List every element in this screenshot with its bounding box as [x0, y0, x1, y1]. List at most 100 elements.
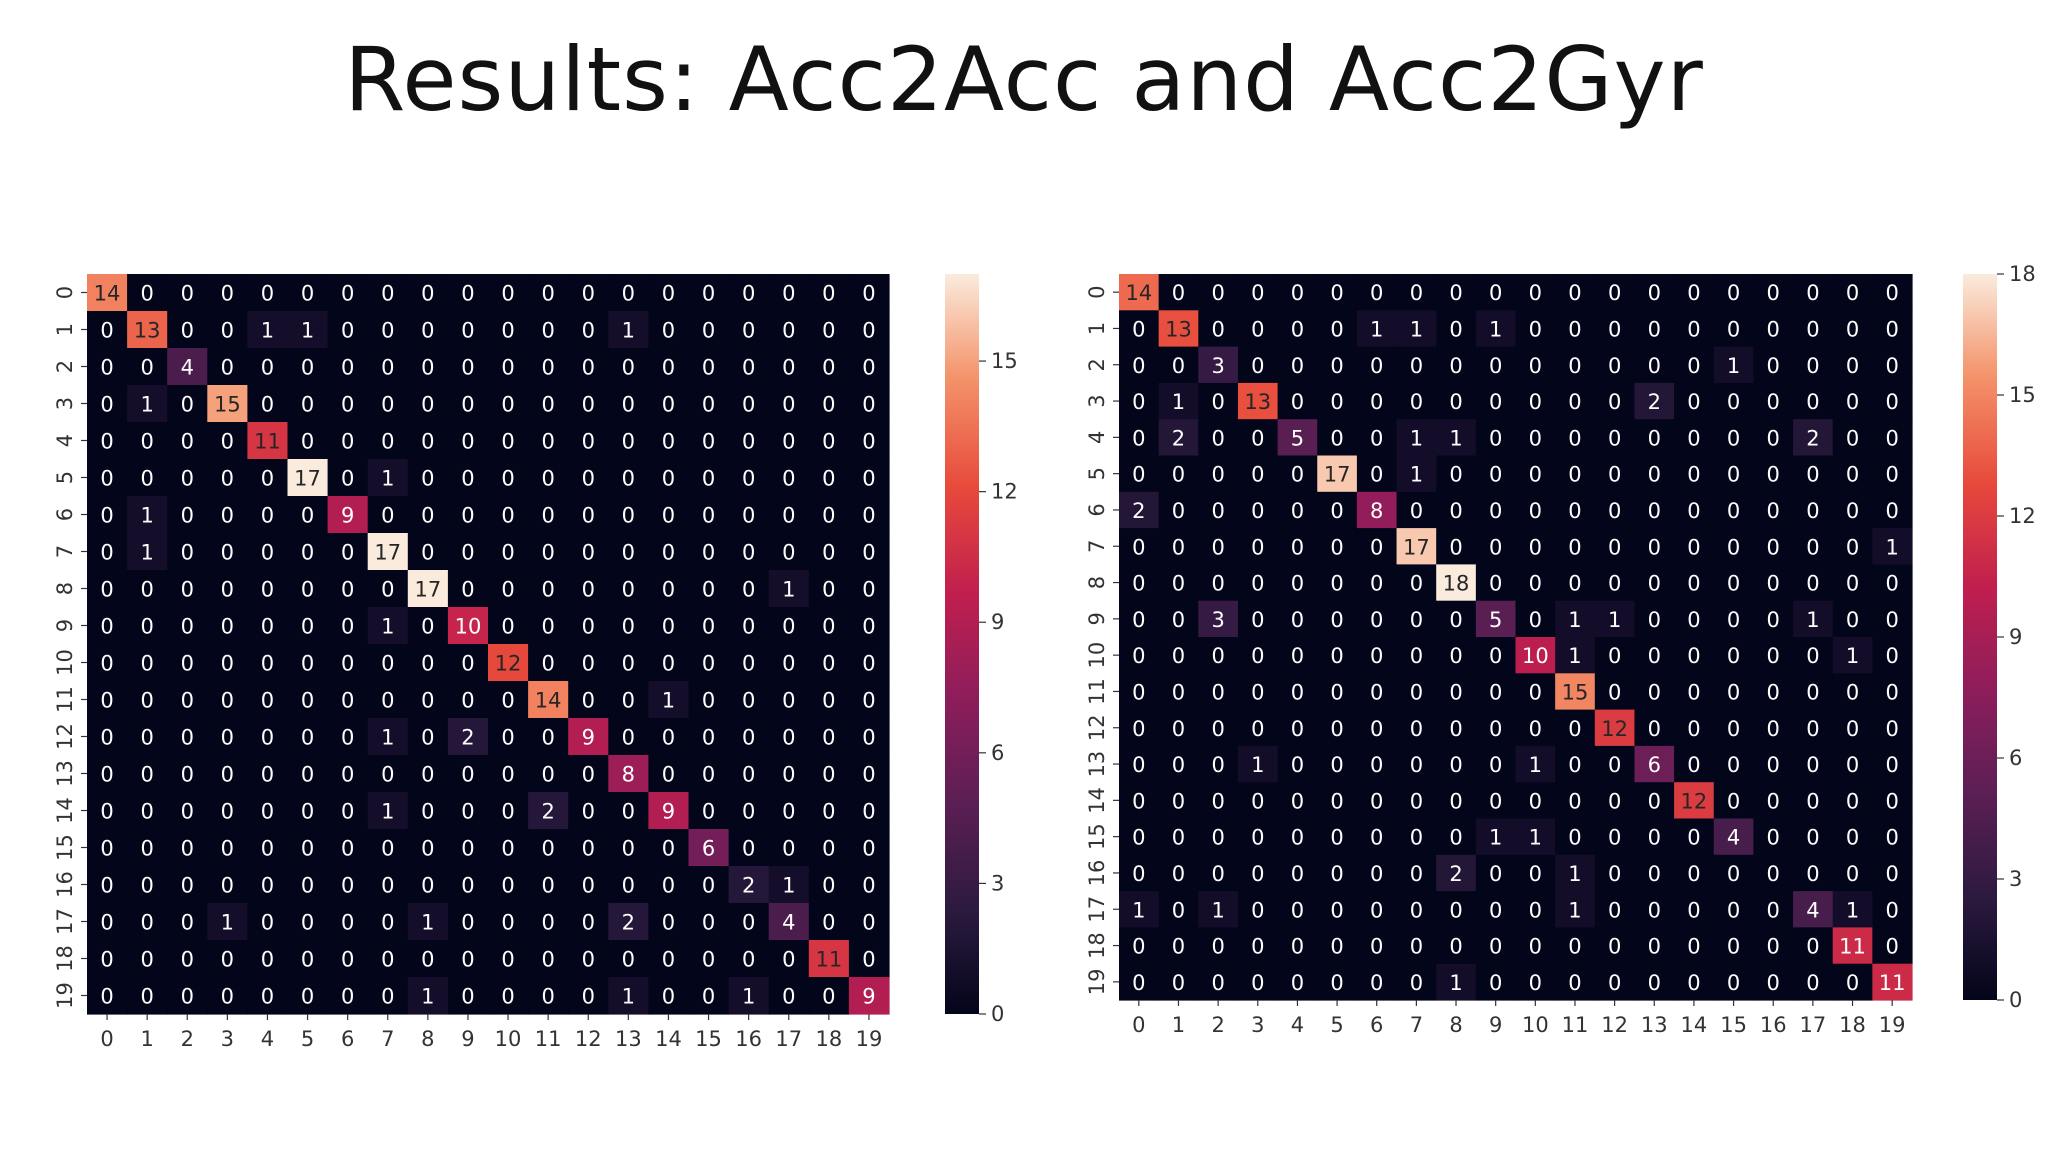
heatmap-cell [207, 792, 248, 830]
heatmap-cell [247, 681, 289, 719]
x-tick-label: 2 [181, 1027, 194, 1051]
heatmap-cell-label: 0 [702, 652, 715, 676]
heatmap-cell-label: 0 [622, 652, 635, 676]
heatmap-cell-label: 0 [1529, 390, 1542, 414]
heatmap-cell-label: 0 [501, 874, 514, 898]
heatmap-cell [768, 681, 810, 719]
heatmap-cell [1198, 818, 1239, 856]
heatmap-cell-label: 0 [1846, 499, 1859, 523]
heatmap-cell [1594, 745, 1636, 783]
heatmap-cell-label: 0 [782, 800, 795, 824]
heatmap-cell [528, 311, 569, 349]
heatmap-cell [1872, 528, 1913, 565]
heatmap-cell [207, 533, 248, 571]
heatmap-cell-label: 0 [1211, 426, 1224, 450]
x-tick-label: 4 [1291, 1013, 1304, 1037]
heatmap-cell-label: 0 [1172, 644, 1185, 668]
heatmap-cell-label: 0 [1410, 499, 1423, 523]
heatmap-cell-label: 0 [1846, 789, 1859, 813]
heatmap-cell-label: 0 [501, 615, 514, 639]
heatmap-cell [1634, 600, 1675, 638]
heatmap-cell-label: 0 [221, 689, 234, 713]
heatmap-cell [327, 348, 369, 386]
heatmap-cell [848, 681, 890, 719]
heatmap-cell-label: 0 [501, 430, 514, 454]
heatmap-cell-label: 0 [822, 874, 835, 898]
heatmap-cell-label: 1 [381, 467, 394, 491]
heatmap-cell [287, 903, 329, 941]
heatmap-cell-label: 0 [381, 763, 394, 787]
heatmap-cell-label: 0 [1132, 354, 1145, 378]
heatmap-cell-label: 0 [1529, 354, 1542, 378]
heatmap-cell-label: 18 [1443, 572, 1470, 596]
heatmap-cell [528, 792, 569, 830]
heatmap-cell [1356, 564, 1398, 602]
heatmap-cell [1396, 745, 1437, 783]
heatmap-cell-label: 9 [341, 504, 354, 528]
heatmap-cell-label: 0 [1727, 862, 1740, 886]
heatmap-cell [127, 311, 168, 349]
heatmap-cell [327, 940, 369, 978]
x-tick-label: 3 [1251, 1013, 1264, 1037]
heatmap-cell [808, 681, 850, 719]
heatmap-cell-label: 0 [461, 467, 474, 491]
heatmap-cell [1594, 564, 1636, 602]
heatmap-cell [1713, 491, 1754, 529]
heatmap-cell [167, 348, 208, 386]
heatmap-cell-label: 13 [1244, 390, 1271, 414]
heatmap-cell [1674, 455, 1715, 493]
heatmap-cell-label: 1 [421, 911, 434, 935]
heatmap-cell-label: 0 [1251, 789, 1264, 813]
heatmap-cell-label: 0 [100, 467, 113, 491]
heatmap-cell-label: 0 [1132, 753, 1145, 777]
heatmap-cell-label: 0 [421, 800, 434, 824]
heatmap-cell [167, 644, 208, 682]
heatmap-cell [287, 644, 329, 682]
heatmap-cell-label: 17 [1324, 463, 1351, 487]
heatmap-cell-label: 0 [742, 467, 755, 491]
heatmap-cell-label: 0 [582, 763, 595, 787]
heatmap-cell-label: 0 [501, 578, 514, 602]
heatmap-cell-label: 0 [341, 356, 354, 380]
heatmap-cell-label: 0 [1489, 499, 1502, 523]
heatmap-cell-label: 0 [1172, 971, 1185, 995]
heatmap-cell [1832, 564, 1873, 602]
heatmap-cell [528, 681, 569, 719]
heatmap-cell-label: 0 [1885, 644, 1898, 668]
heatmap-cell [768, 792, 810, 830]
heatmap-cell-label: 0 [1767, 753, 1780, 777]
heatmap-cell [808, 607, 850, 645]
heatmap-cell-label: 0 [1489, 862, 1502, 886]
heatmap-cell [768, 459, 810, 497]
heatmap-cell [1515, 891, 1556, 928]
heatmap-cell [1475, 673, 1517, 711]
heatmap-cell [728, 681, 770, 719]
heatmap-cell [1158, 564, 1199, 602]
heatmap-cell [287, 755, 329, 793]
heatmap-cell [808, 533, 850, 571]
heatmap-cell [1356, 745, 1398, 783]
heatmap-cell-label: 0 [862, 319, 875, 343]
colorbar-tick-label: 15 [2009, 383, 2036, 407]
heatmap-cell [447, 459, 489, 497]
heatmap-cell-label: 0 [1648, 898, 1661, 922]
heatmap-cell [1277, 382, 1318, 420]
heatmap-cell [127, 459, 168, 497]
heatmap-cell-label: 0 [1370, 644, 1383, 668]
heatmap-cell [648, 866, 690, 904]
heatmap-cell-label: 0 [702, 874, 715, 898]
heatmap-cell [1436, 891, 1477, 928]
heatmap-cell [447, 311, 489, 349]
heatmap-cell [608, 496, 649, 534]
heatmap-cell [327, 496, 369, 534]
heatmap-cell-label: 0 [1846, 826, 1859, 850]
heatmap-cell-label: 0 [501, 282, 514, 306]
heatmap-cell [327, 718, 369, 756]
heatmap-cell [1832, 382, 1873, 420]
heatmap-cell-label: 1 [1568, 862, 1581, 886]
heatmap-cell-label: 0 [1291, 680, 1304, 704]
heatmap-cell-label: 9 [862, 985, 875, 1009]
heatmap-cell [1515, 927, 1556, 965]
heatmap-cell [1198, 745, 1239, 783]
x-tick-label: 15 [1720, 1013, 1747, 1037]
